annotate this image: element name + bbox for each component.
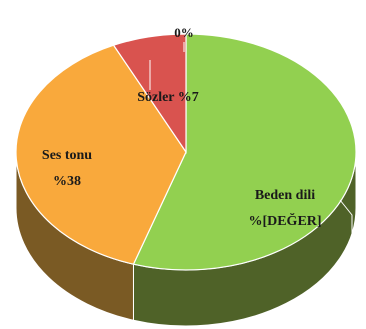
slice-beden-dili (132, 33, 357, 271)
label-ses-tonu-value: %38 (53, 174, 81, 189)
label-sozler: Sözler %7 (137, 90, 199, 105)
label-beden-dili-name: Beden dili (255, 188, 315, 203)
label-zero-percent: 0% (174, 25, 194, 40)
leader-lines (149, 42, 353, 262)
leader-beden-dili (339, 199, 353, 262)
slice-ses-tonu (15, 44, 187, 265)
label-beden-dili-value: %[DEĞER] (248, 212, 321, 229)
label-ses-tonu-name: Ses tonu (42, 148, 92, 163)
pie-top-faces (15, 33, 357, 271)
slice-sozler (112, 33, 187, 154)
